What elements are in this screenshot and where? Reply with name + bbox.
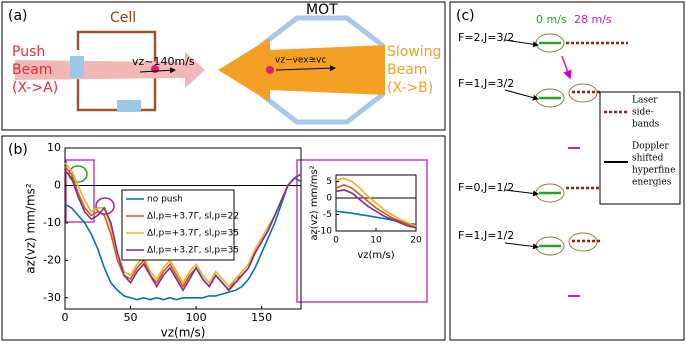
arrow	[139, 67, 176, 74]
legend-label: no push	[147, 195, 183, 205]
y-tick-label: -10	[43, 216, 61, 229]
arrow	[275, 65, 336, 72]
molecule	[266, 66, 274, 74]
series-line	[64, 176, 302, 301]
panel-label: (a)	[8, 8, 28, 24]
panel-label: (c)	[456, 8, 475, 24]
slowing-text: Slowing	[387, 44, 441, 60]
window	[70, 56, 84, 78]
legend-text: energies	[632, 178, 672, 188]
x-tick-label: 150	[251, 311, 272, 324]
panel-a-frame	[1, 1, 446, 131]
panel-c-frame	[449, 1, 685, 341]
slowing-text: Beam	[387, 62, 427, 78]
push-text: Push	[12, 44, 45, 60]
mot-label: MOT	[306, 2, 338, 18]
legend-text: shifted	[632, 154, 664, 164]
legend-label: Δl,p=+3.2Γ, sl,p=35	[147, 246, 239, 256]
shifted-level	[568, 147, 580, 297]
cell-label: Cell	[110, 10, 136, 26]
x-tick-label: 10	[370, 236, 382, 246]
level-label: F=1,J=3/2	[458, 77, 514, 90]
level-label: F=0,J=1/2	[458, 181, 514, 194]
push-beam	[15, 52, 205, 88]
panel-label: (b)	[8, 142, 28, 158]
push-text: (X->A)	[12, 80, 58, 96]
push-text: Beam	[12, 62, 52, 78]
y-axis-label: az(vz) mm/ms²	[24, 183, 38, 274]
legend-text: Laser	[632, 96, 658, 106]
series-line	[335, 177, 417, 227]
y-tick-label: -30	[43, 291, 61, 304]
x-tick-label: 50	[124, 311, 138, 324]
y-tick-label: -10	[317, 227, 332, 237]
y-tick-label: 10	[47, 141, 61, 154]
x-axis-label: vz(m/s)	[161, 326, 206, 340]
x-tick-label: 0	[333, 236, 339, 246]
y-tick-label: -5	[323, 210, 332, 220]
level-label: F=2,J=3/2	[458, 31, 514, 44]
legend	[121, 189, 235, 261]
x-tick-label: 100	[186, 311, 207, 324]
slowing-beam	[218, 38, 385, 102]
legend-text: side-	[632, 108, 654, 118]
x-tick-label: 0	[62, 311, 69, 324]
x-axis-label: vz(m/s)	[357, 250, 394, 261]
y-tick-label: 0	[326, 194, 332, 204]
x-tick-label: 20	[410, 236, 422, 246]
legend-label: Δl,p=+3.7Γ, sl,p=22	[147, 212, 239, 222]
series-line	[64, 169, 302, 292]
push-speed: vz~140m/s	[132, 55, 195, 68]
speed-label: 0 m/s	[536, 13, 567, 26]
series-line	[335, 184, 417, 227]
window	[117, 100, 141, 112]
y-tick-label: 5	[326, 177, 332, 187]
y-tick-label: 0	[54, 178, 61, 191]
level-label: F=1,J=1/2	[458, 229, 514, 242]
arrow	[561, 55, 572, 80]
level-line	[539, 41, 561, 248]
speed-label: 28 m/s	[574, 13, 612, 26]
inset-frame	[296, 159, 428, 303]
zoom-box	[65, 159, 95, 223]
legend-text: hyperfine	[632, 166, 675, 176]
slowing-text: (X->B)	[387, 80, 433, 96]
y-axis-label: az(vz) mm/ms²	[309, 165, 320, 240]
capture-text: vz−vex≅vc	[275, 56, 326, 66]
legend-label: Δl,p=+3.7Γ, sl,p=35	[147, 229, 239, 239]
plot-frame	[64, 147, 302, 310]
y-tick-label: -20	[43, 253, 61, 266]
series-line	[335, 188, 417, 229]
panel-b-frame	[1, 135, 446, 341]
arrow	[504, 39, 539, 250]
highlight	[95, 197, 115, 215]
sideband	[566, 41, 628, 243]
legend	[599, 91, 681, 205]
legend-text: Doppler	[632, 142, 669, 152]
legend-text: Laser side- bands Doppler shifted hyperf…	[632, 96, 675, 188]
legend-text: bands	[632, 120, 660, 130]
